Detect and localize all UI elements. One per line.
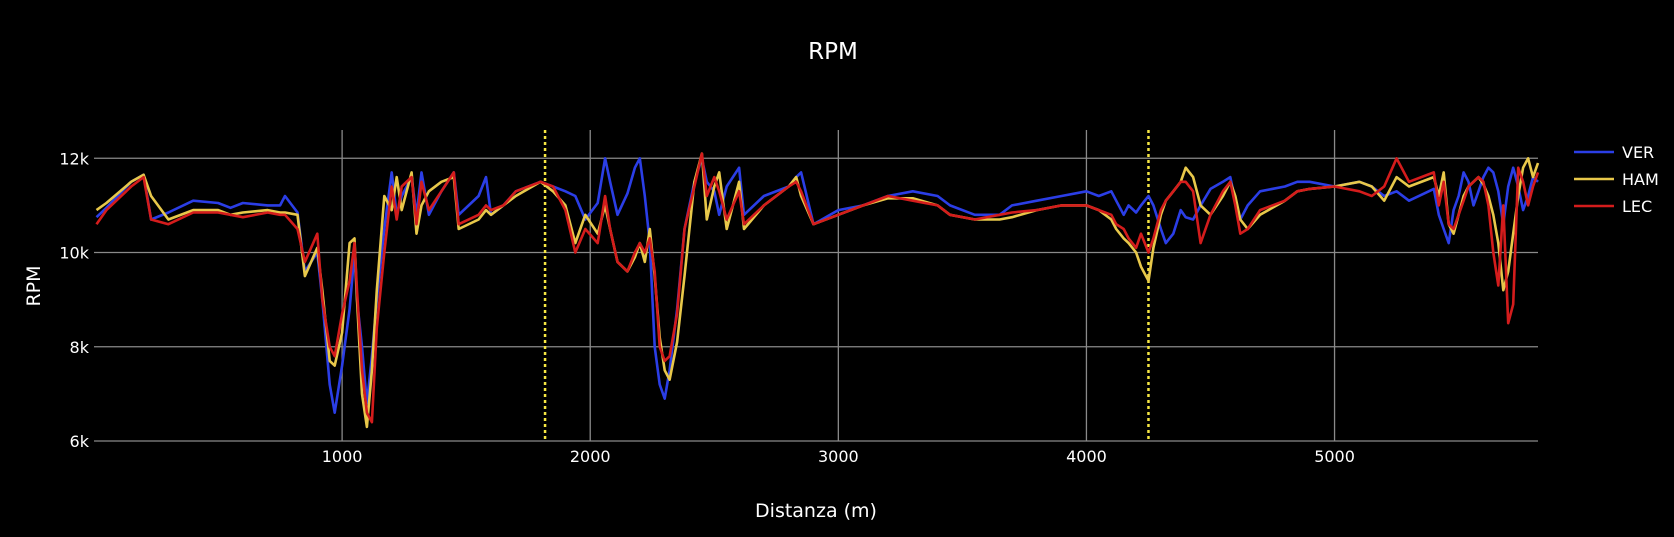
y-tick-label: 8k [70, 338, 90, 357]
sector-markers [543, 130, 1150, 441]
series-line-ham [95, 152, 1540, 429]
y-tick-label: 12k [59, 149, 89, 168]
x-tick-label: 2000 [570, 447, 611, 466]
x-tick-label: 1000 [322, 447, 363, 466]
x-tick-label: 5000 [1314, 447, 1355, 466]
legend-label-lec: LEC [1622, 197, 1652, 216]
tick-labels: 6k 8k 10k 12k 1000 2000 3000 4000 5000 [59, 149, 1355, 466]
y-tick-label: 10k [59, 244, 89, 263]
grid [94, 130, 1538, 442]
x-tick-label: 3000 [818, 447, 859, 466]
legend-label-ham: HAM [1622, 170, 1659, 189]
chart-title: RPM [808, 39, 858, 65]
x-tick-label: 4000 [1066, 447, 1107, 466]
y-axis-title: RPM [23, 265, 45, 306]
legend: VER HAM LEC [1574, 143, 1659, 216]
y-tick-label: 6k [70, 432, 90, 451]
legend-label-ver: VER [1622, 143, 1654, 162]
series-line-lec [95, 152, 1540, 424]
series-line-ver [95, 157, 1539, 414]
series-lines [95, 152, 1540, 429]
x-axis-title: Distanza (m) [755, 500, 877, 522]
